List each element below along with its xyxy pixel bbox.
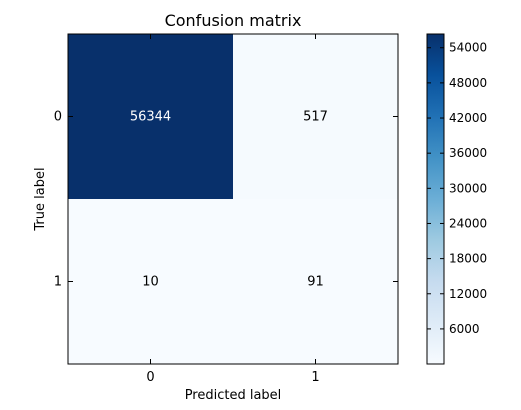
colorbar [426, 33, 445, 365]
colorbar-tick-label: 6000 [449, 322, 480, 336]
cell-value-label-1-0: 10 [142, 275, 159, 290]
heatmap-cell-0-0 [68, 34, 233, 199]
cell-value-label-1-1: 91 [307, 275, 324, 290]
heatmap-cell-0-1 [233, 34, 398, 199]
colorbar-tick-label: 48000 [449, 76, 487, 90]
y-axis-label: True label [33, 167, 48, 231]
x-tick-label: 1 [311, 370, 319, 385]
heatmap-cell-1-1 [233, 199, 398, 364]
heatmap-cells [68, 34, 398, 364]
x-axis-label: Predicted label [185, 388, 282, 403]
y-tick-label: 1 [54, 275, 62, 290]
cell-value-label-0-0: 56344 [130, 110, 171, 125]
heatmap-cell-labels: 56344 517 10 91 [130, 110, 328, 290]
colorbar-tick-label: 24000 [449, 216, 487, 230]
heatmap-cell-1-0 [68, 199, 233, 364]
x-tick-label: 0 [146, 370, 154, 385]
colorbar-tick-label: 42000 [449, 111, 487, 125]
colorbar-ticks: 6000 12000 18000 24000 30000 36000 42000 48000 5… [427, 41, 487, 336]
colorbar-tick-label: 30000 [449, 181, 487, 195]
chart-title: Confusion matrix [165, 11, 302, 30]
y-tick-label: 0 [54, 110, 62, 125]
colorbar-tick-label: 36000 [449, 146, 487, 160]
colorbar-tick-label: 54000 [449, 41, 487, 55]
colorbar-tick-label: 18000 [449, 252, 487, 266]
cell-value-label-0-1: 517 [303, 110, 328, 125]
colorbar-tick-label: 12000 [449, 287, 487, 301]
plot-frame [67, 33, 399, 365]
y-axis-ticks: 01 [54, 110, 398, 290]
